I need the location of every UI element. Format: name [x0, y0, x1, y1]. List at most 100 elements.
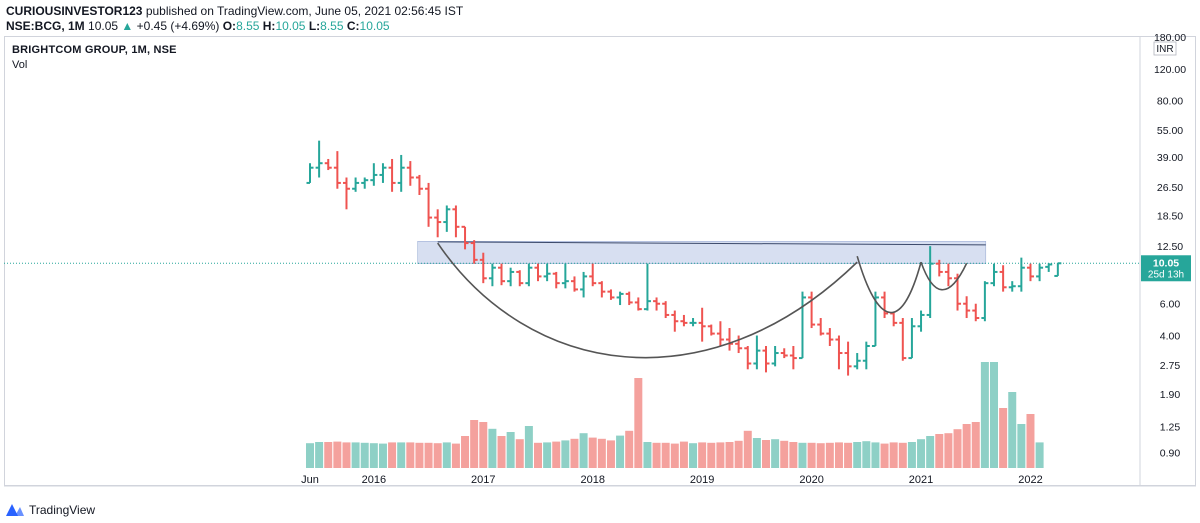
volume-bar	[652, 442, 661, 468]
volume-bar	[935, 434, 944, 468]
last-price: 10.05	[88, 19, 119, 33]
volume-bar	[953, 429, 962, 468]
volume-bar	[789, 442, 798, 468]
volume-bar	[324, 442, 333, 468]
volume-bar	[798, 442, 807, 468]
ohlc-bar	[434, 209, 442, 238]
ohlc-bar	[789, 345, 797, 370]
volume-bar	[543, 442, 552, 468]
ohlc-bar	[1036, 263, 1044, 282]
volume-bar	[880, 443, 889, 468]
close-label: C:	[346, 19, 360, 33]
ohlc-bar	[324, 158, 332, 171]
volume-bar	[579, 433, 588, 468]
x-tick-label: Jun	[301, 474, 319, 486]
volume-bar	[926, 436, 935, 468]
ohlc-bar	[662, 301, 670, 319]
volume-bar	[1017, 424, 1026, 468]
ohlc-bar	[762, 345, 770, 373]
up-arrow-icon: ▲	[121, 19, 134, 33]
volume-bar	[424, 442, 433, 468]
volume-bar	[479, 422, 488, 468]
y-tick-label: 18.50	[1157, 210, 1183, 222]
footer-brand[interactable]: TradingView	[6, 503, 95, 517]
volume-bar	[588, 437, 597, 468]
handle-cup-curve	[856, 255, 922, 314]
ohlc-bar	[589, 263, 597, 287]
volume-bar	[944, 433, 953, 468]
ohlc-bar	[908, 318, 916, 360]
ohlc-bar	[944, 263, 952, 287]
volume-bar	[315, 442, 324, 468]
ohlc-bar	[415, 174, 423, 196]
volume-bar	[752, 438, 761, 468]
y-tick-label: 55.00	[1157, 125, 1183, 137]
volume-bar	[397, 442, 406, 468]
high-label: H:	[262, 19, 276, 33]
ohlc-bar	[315, 140, 323, 178]
ohlc-bar	[917, 310, 925, 332]
ohlc-bar	[844, 341, 852, 376]
high-value: 10.05	[275, 19, 306, 33]
last-price-badge	[1141, 255, 1191, 282]
publisher-name[interactable]: CURIOUSINVESTOR123	[6, 4, 143, 18]
ohlc-bar	[306, 163, 314, 184]
ohlc-bar	[470, 240, 478, 264]
ohlc-bar	[881, 291, 889, 319]
volume-bar	[534, 442, 542, 468]
ohlc-bar	[698, 307, 706, 342]
volume-bar	[743, 430, 752, 468]
y-tick-label: 1.25	[1160, 422, 1181, 434]
open-label: O:	[222, 19, 237, 33]
volume-bar	[306, 443, 314, 468]
volume-bar	[333, 441, 342, 468]
ohlc-bar	[488, 263, 496, 287]
ohlc-bar	[643, 263, 651, 311]
ohlc-bar	[580, 271, 588, 298]
volume-bar	[406, 442, 415, 468]
volume-bar	[597, 438, 606, 468]
ohlc-bar	[972, 303, 980, 322]
y-tick-label: 120.00	[1154, 64, 1186, 76]
y-tick-label: 180.00	[1154, 32, 1186, 44]
volume-bar	[762, 440, 770, 468]
ohlc-bar	[744, 345, 752, 370]
ohlc-bar	[342, 177, 350, 210]
ohlc-bar	[798, 291, 806, 360]
volume-bar	[625, 430, 634, 468]
ohlc-bar	[361, 177, 369, 189]
y-tick-label: 6.00	[1160, 299, 1181, 311]
volume-bar	[807, 442, 816, 468]
ohlc-bar	[689, 318, 697, 327]
volume-bar	[834, 442, 843, 468]
volume-bar	[561, 440, 570, 468]
resistance-trendline	[437, 241, 986, 246]
handle-curve	[920, 261, 968, 291]
volume-bar	[552, 441, 561, 468]
volume-bar	[442, 442, 451, 468]
volume-bar	[1026, 414, 1035, 468]
volume-bar	[488, 428, 497, 468]
ohlc-bar	[899, 318, 907, 361]
volume-bar	[962, 424, 971, 468]
volume-bar	[342, 442, 351, 468]
low-value: 8.55	[320, 19, 344, 33]
ohlc-bar	[607, 289, 615, 300]
ohlc-bar	[388, 158, 396, 192]
y-tick-label: 1.90	[1160, 389, 1181, 401]
volume-bar	[889, 442, 898, 468]
volume-bar	[497, 436, 506, 468]
ohlc-bar	[753, 335, 761, 370]
ohlc-bar	[853, 353, 861, 370]
volume-bar	[433, 443, 442, 468]
low-label: L:	[308, 19, 321, 33]
ohlc-bar	[570, 276, 578, 292]
volume-bar	[907, 442, 916, 468]
ohlc-bar	[771, 345, 779, 367]
ohlc-bar	[726, 328, 734, 351]
resistance-zone	[417, 241, 987, 264]
ohlc-bar	[625, 291, 633, 306]
ohlc-bar	[835, 335, 843, 370]
quote-line: NSE:BCG, 1M 10.05 ▲ +0.45 (+4.69%) O:8.5…	[6, 19, 390, 33]
